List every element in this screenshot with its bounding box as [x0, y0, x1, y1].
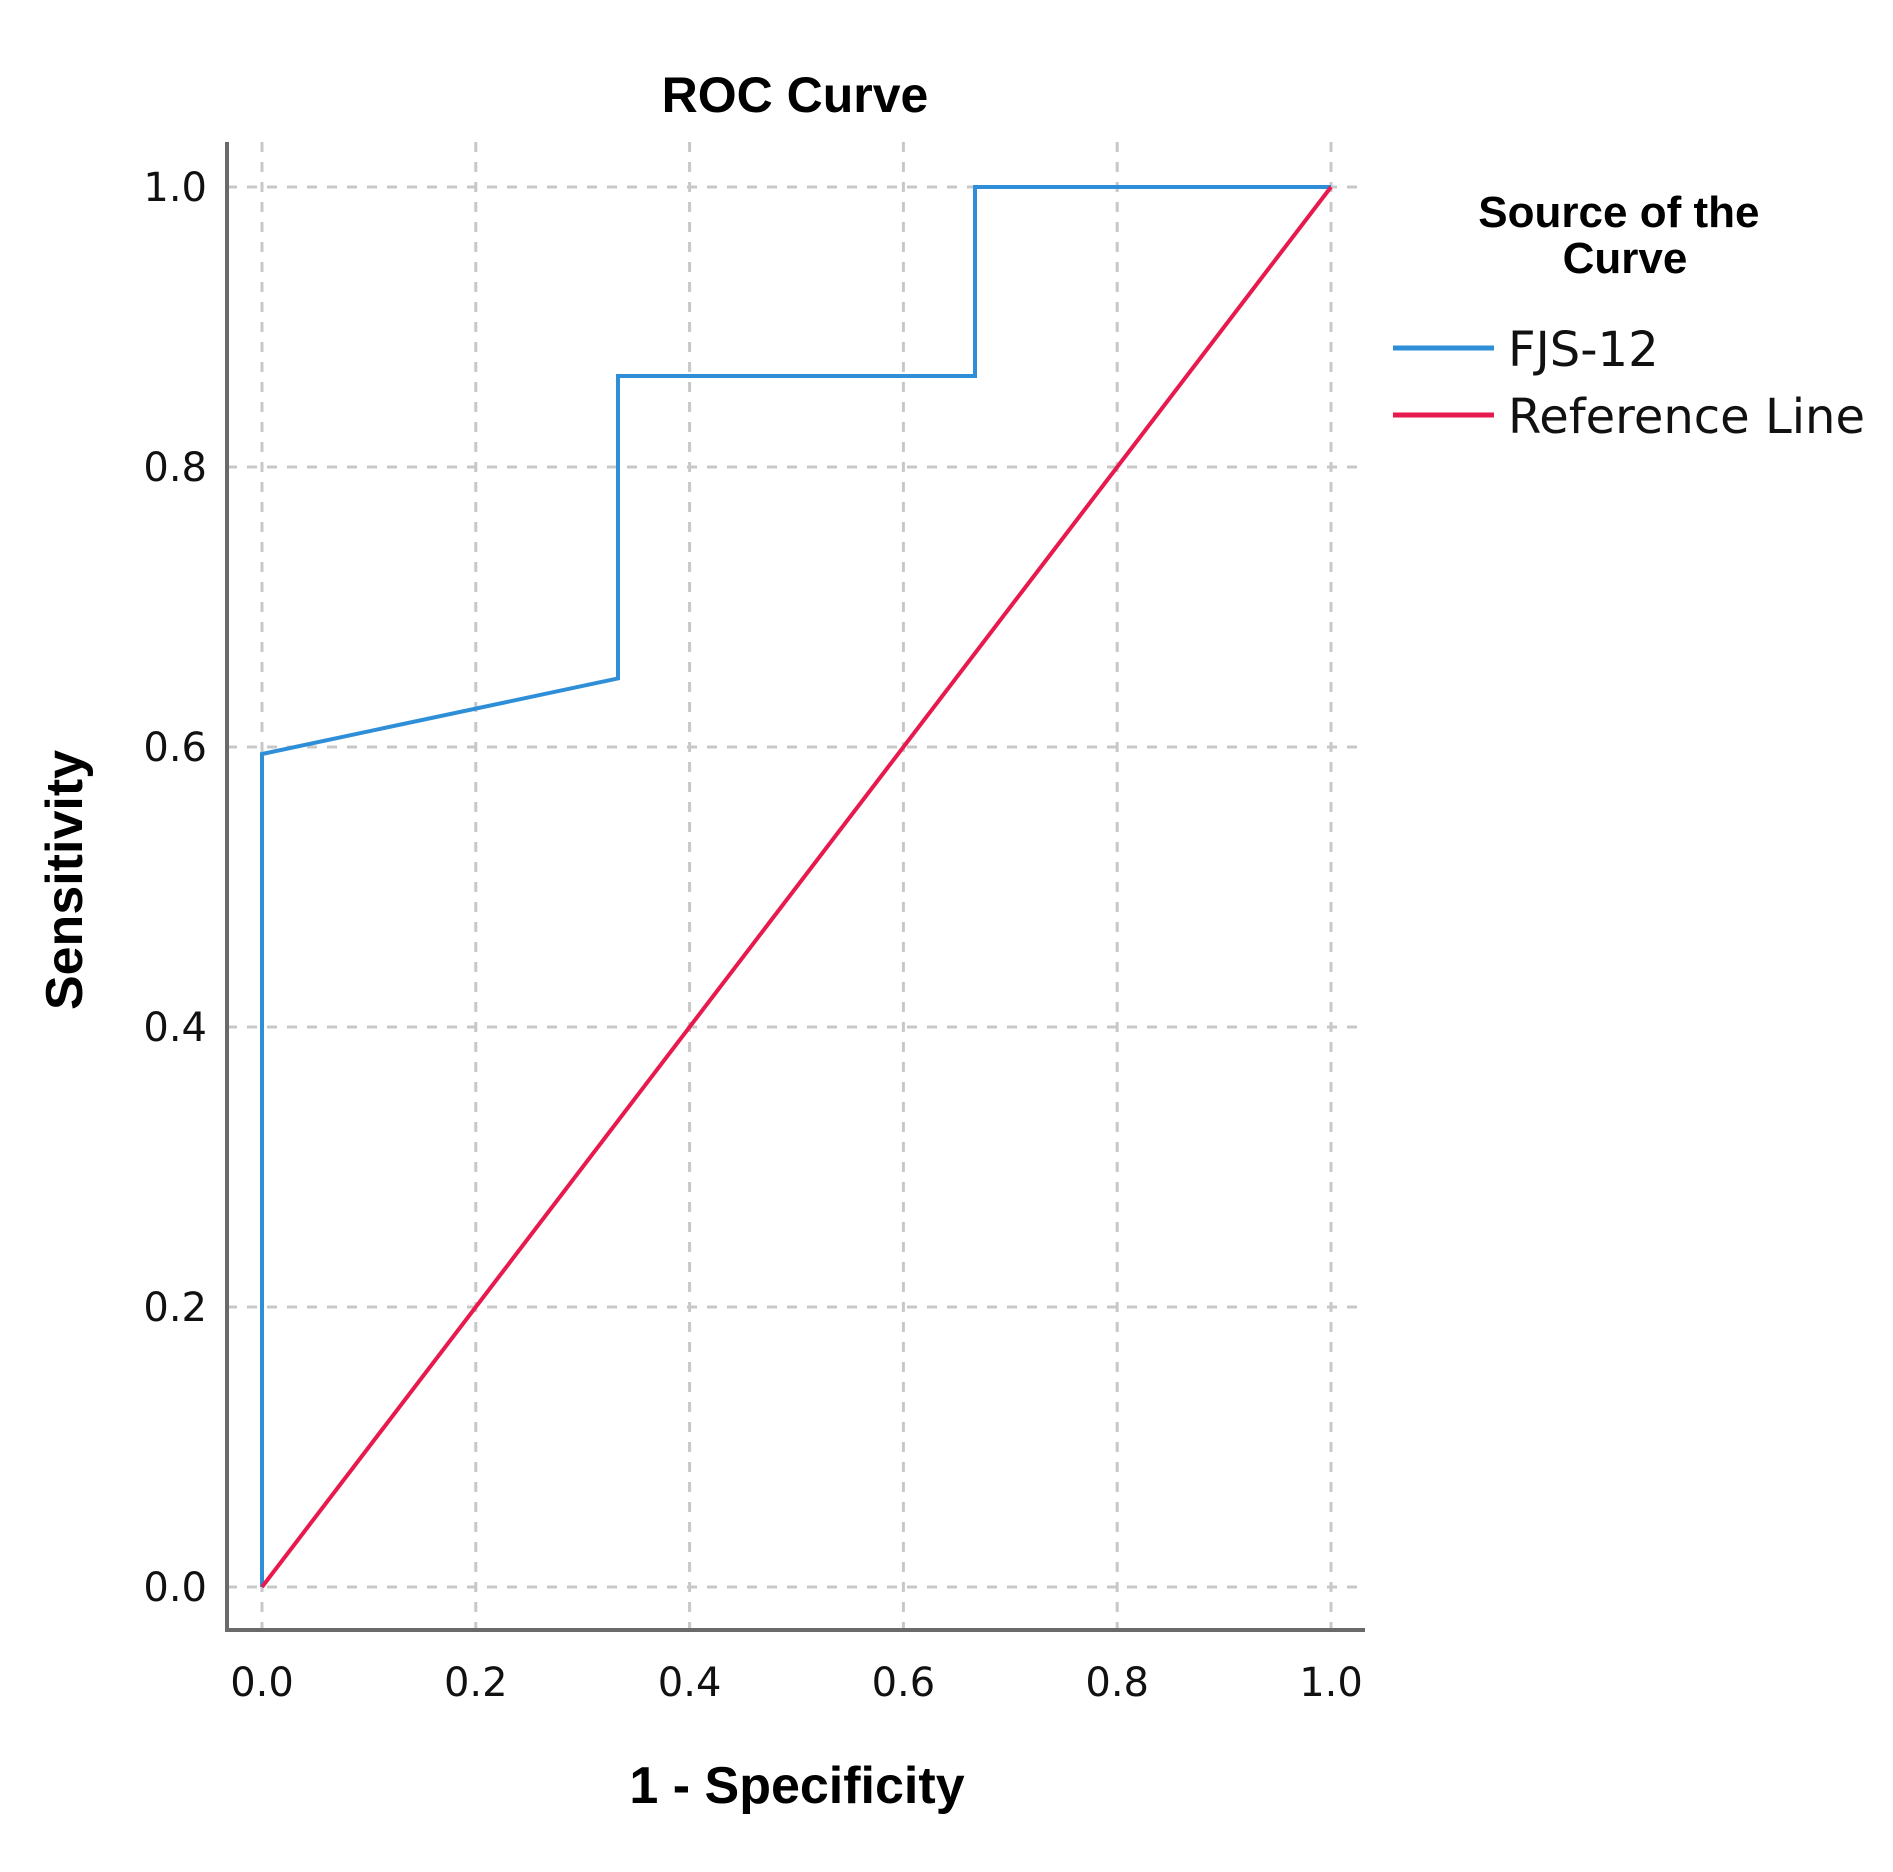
y-tick-label: 0.0	[143, 1565, 207, 1611]
legend-title-line-1: Source of the	[1478, 188, 1759, 237]
y-tick-labels: 0.0 0.2 0.4 0.6 0.8 1.0	[143, 165, 207, 1611]
y-tick-label: 1.0	[143, 165, 207, 211]
x-tick-label: 0.6	[872, 1660, 936, 1706]
series-lines	[260, 185, 1333, 1589]
x-tick-labels: 0.0 0.2 0.4 0.6 0.8 1.0	[230, 1660, 1363, 1706]
y-tick-label: 0.8	[143, 445, 207, 491]
legend: Source of the Curve FJS-12 Reference Line	[1393, 188, 1865, 445]
legend-label: Reference Line	[1508, 389, 1865, 445]
y-tick-label: 0.2	[143, 1285, 207, 1331]
x-axis-label: 1 - Specificity	[629, 1757, 964, 1815]
y-tick-label: 0.4	[143, 1005, 207, 1051]
legend-label: FJS-12	[1508, 322, 1659, 378]
x-tick-label: 0.8	[1085, 1660, 1149, 1706]
series-line-reference-line	[260, 185, 1333, 1589]
legend-title-line-2: Curve	[1563, 234, 1688, 283]
x-tick-label: 0.4	[658, 1660, 722, 1706]
y-axis-label: Sensitivity	[36, 750, 94, 1010]
x-tick-label: 1.0	[1299, 1660, 1363, 1706]
legend-items: FJS-12 Reference Line	[1393, 322, 1865, 445]
grid-lines	[227, 142, 1366, 1632]
legend-title: Source of the Curve	[1478, 188, 1771, 283]
axes	[225, 142, 1365, 1632]
x-tick-label: 0.0	[230, 1660, 294, 1706]
series-line-fjs-12	[260, 185, 1331, 1587]
y-tick-label: 0.6	[143, 725, 207, 771]
x-tick-label: 0.2	[444, 1660, 508, 1706]
chart-title: ROC Curve	[662, 67, 929, 123]
